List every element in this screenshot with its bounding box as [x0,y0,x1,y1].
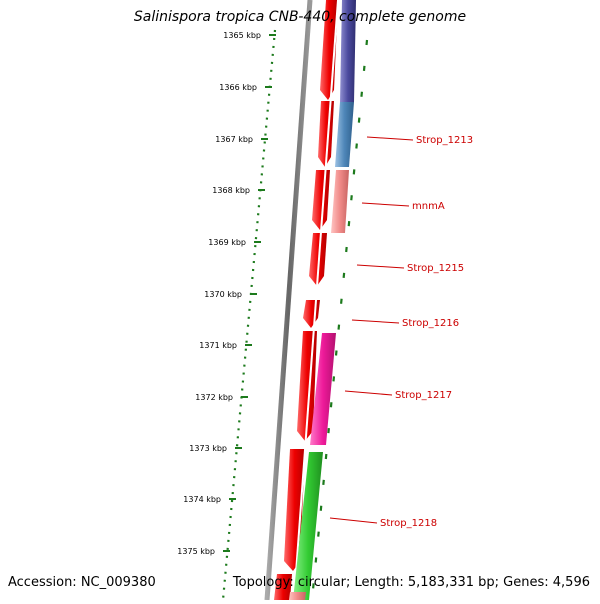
tick-label: 1371 kbp [199,341,237,350]
feature-green [293,452,323,600]
tick-label: 1370 kbp [204,290,242,299]
label-leader-line [361,202,410,207]
label-leader-line [366,136,414,141]
cds-arrow [303,300,320,328]
scale-dotted-arc [221,29,277,601]
cds-arrow [274,574,292,600]
feature-purple [340,0,356,102]
gene-label: Strop_1215 [407,263,464,274]
feature-magenta [310,333,336,445]
map-title: Salinispora tropica CNB-440, complete ge… [133,9,467,25]
gene-labels: Strop_1213 mnmA Strop_1215 Strop_1216 St… [329,135,473,529]
outer-scale-dashes [310,39,369,601]
scale-ticks: 1365 kbp 1366 kbp 1367 kbp 1368 kbp 1369… [177,31,276,556]
label-leader-line [329,517,378,524]
gene-label: mnmA [412,201,445,212]
tick-label: 1372 kbp [195,393,233,402]
feature-salmon-bottom [289,592,306,600]
reverse-strand-track [289,0,356,600]
tick-label: 1375 kbp [177,547,215,556]
label-leader-line [356,264,405,269]
gene-label: Strop_1213 [416,135,473,146]
genome-backbone [264,0,313,601]
tick-label: 1367 kbp [215,135,253,144]
feature-salmon [331,170,349,233]
gene-label: Strop_1218 [380,518,437,529]
tick-label: 1369 kbp [208,238,246,247]
label-leader-line [344,390,393,396]
gene-label: Strop_1216 [402,318,459,329]
tick-label: 1366 kbp [219,83,257,92]
cds-arrow [312,170,330,230]
feature-blue [335,102,354,167]
label-leader-line [351,319,400,324]
tick-label: 1374 kbp [183,495,221,504]
strand-spacer [293,0,339,601]
gene-label: Strop_1217 [395,390,452,401]
tick-label: 1368 kbp [212,186,250,195]
topology-text: Topology: circular; Length: 5,183,331 bp… [232,575,590,590]
accession-text: Accession: NC_009380 [8,575,156,590]
tick-label: 1373 kbp [189,444,227,453]
tick-label: 1365 kbp [223,31,261,40]
